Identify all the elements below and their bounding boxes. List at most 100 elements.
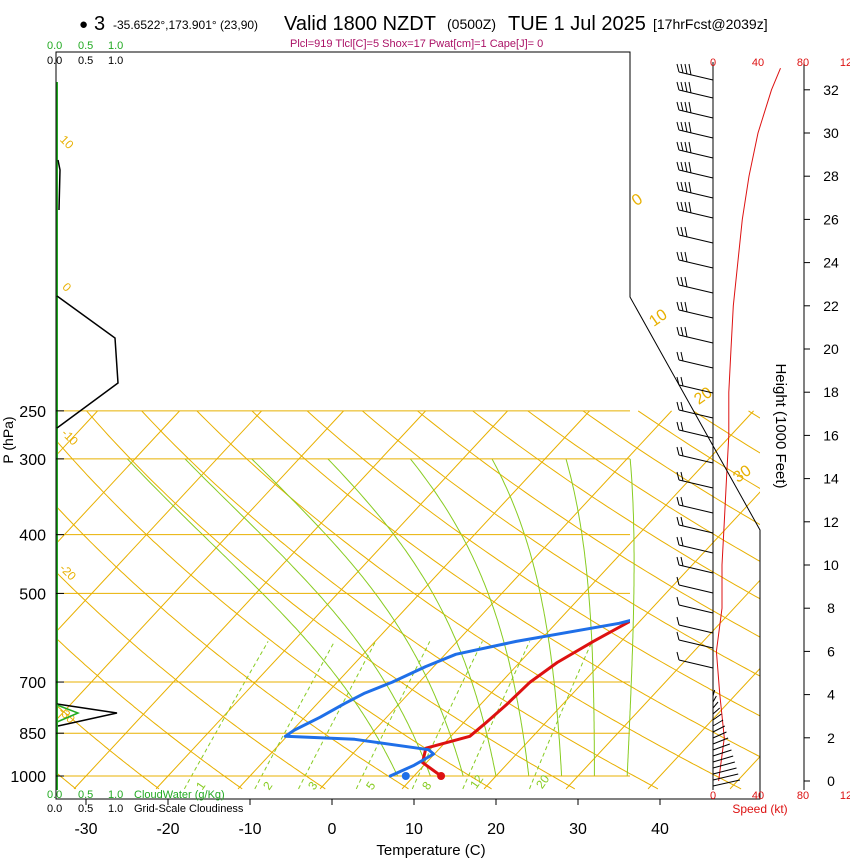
isotherm-label: -10 — [59, 426, 81, 448]
wind-barb-staff — [678, 169, 714, 179]
height-tick-label: 30 — [823, 125, 839, 141]
cloud-scale-bottom-black-0: 0.0 — [47, 803, 62, 815]
height-tick-label: 16 — [823, 427, 839, 443]
wind-barb-feather — [684, 161, 688, 173]
wind-barb-feather — [688, 141, 692, 154]
mixing-ratio-label: 5 — [363, 779, 378, 793]
wind-barb-staff — [678, 624, 714, 634]
wind-barb-lowlevel — [712, 779, 740, 787]
wind-barb-feather — [680, 181, 684, 192]
wind-barb-staff — [678, 524, 714, 534]
mixing-ratio-label: 8 — [419, 779, 434, 793]
height-tick-label: 10 — [823, 557, 839, 573]
wind-barb-feather — [680, 301, 684, 312]
wind-barb-feather — [684, 226, 688, 238]
wind-barb-feather — [676, 536, 680, 546]
moist-adiabat — [327, 458, 497, 777]
dewpoint-line — [283, 618, 630, 778]
moist-adiabat — [565, 458, 595, 776]
temperature-tick-label: -30 — [74, 821, 97, 838]
wind-barb-feather — [676, 651, 680, 661]
speed-tick-top-0: 0 — [710, 57, 716, 69]
wind-barb-staff — [678, 309, 714, 319]
wind-barb-feather — [688, 121, 692, 134]
height-tick-label: 28 — [823, 168, 839, 184]
cloudiness-profile-low — [56, 703, 118, 727]
wind-barb-feather — [676, 516, 680, 526]
isotherm-label: 0 — [60, 280, 75, 295]
wind-barb-staff — [678, 71, 714, 81]
indices-line: Plcl=919 Tlcl[C]=5 Shox=17 Pwat[cm]=1 Ca… — [290, 38, 543, 50]
dry-adiabat — [196, 410, 742, 790]
wind-barb-feather — [676, 596, 680, 606]
mixing-ratio-label: 12 — [467, 772, 486, 791]
x-axis-title: Temperature (C) — [376, 842, 485, 859]
wind-barb-feather — [676, 251, 680, 261]
dry-adiabat — [56, 704, 160, 790]
isotherm-line — [483, 491, 760, 790]
dry-adiabat — [527, 410, 760, 562]
wind-barb-feather — [680, 326, 684, 337]
speed-tick-bottom-0: 0 — [710, 790, 716, 802]
wind-barb-feather — [676, 631, 680, 641]
height-tick-label: 22 — [823, 298, 839, 314]
wind-barb-lowlevel — [712, 743, 730, 751]
cloud-scale-top-black-1: 0.5 — [78, 55, 93, 67]
wind-barb-feather — [688, 101, 692, 114]
isotherm-line — [56, 410, 344, 721]
dry-adiabat — [362, 410, 760, 677]
wind-barb-feather — [680, 446, 684, 457]
dry-adiabat — [582, 410, 760, 526]
height-tick-label: 2 — [827, 730, 835, 746]
wind-barb-lowlevel — [712, 749, 732, 757]
wind-barb-feather — [676, 181, 680, 191]
wind-barb-staff — [678, 109, 714, 119]
mixing-ratio-line — [298, 641, 377, 790]
wind-barb-feather — [684, 63, 688, 75]
wind-barb-feather — [684, 121, 688, 133]
wind-barb-feather — [676, 161, 680, 171]
temperature-tick-label: 10 — [405, 821, 423, 838]
wind-barb-lowlevel — [712, 707, 721, 715]
wind-barb-staff — [678, 429, 714, 439]
wind-barb-lowlevel — [712, 725, 725, 733]
wind-barb-staff — [678, 359, 714, 369]
cloudiness-profile-upper — [57, 159, 61, 211]
isotherm-line — [401, 410, 754, 790]
height-tick-label: 26 — [823, 211, 839, 227]
pressure-tick-label: 250 — [19, 404, 46, 421]
mixing-ratio-line — [183, 641, 269, 790]
dry-adiabat — [141, 410, 659, 790]
wind-barb-staff — [678, 209, 714, 219]
wind-barb-staff — [678, 234, 714, 244]
isotherm-line — [237, 410, 590, 790]
wind-barb-feather — [680, 141, 684, 152]
wind-barb-lowlevel — [712, 767, 737, 775]
mixing-ratio-line — [529, 641, 593, 790]
pressure-tick-label: 700 — [19, 675, 46, 692]
wind-barb-feather — [676, 301, 680, 311]
temperature-tick-label: -10 — [238, 821, 261, 838]
isotherm-line — [73, 410, 426, 790]
surface-temperature-point — [437, 772, 446, 780]
wind-barb-feather — [680, 556, 684, 567]
pressure-tick-label: 1000 — [10, 769, 46, 786]
cloud-scale-top-black-0: 0.0 — [47, 55, 62, 67]
moist-adiabat — [126, 458, 399, 777]
temperature-tick-label: 0 — [328, 821, 337, 838]
cloudiness-label: Grid-Scale Cloudiness — [134, 803, 244, 815]
cloud-scale-top-black-2: 1.0 — [108, 55, 123, 67]
speed-tick-bottom-120: 12 — [840, 790, 850, 802]
wind-barb-staff — [678, 584, 714, 594]
wind-barb-feather — [676, 576, 680, 586]
wind-barb-staff — [678, 639, 714, 649]
wind-barb-feather — [688, 201, 692, 214]
station-location: -35.6522°,173.901° (23,90) — [113, 18, 258, 32]
height-tick-label: 14 — [823, 471, 839, 487]
height-tick-label: 8 — [827, 600, 835, 616]
pressure-tick-label: 400 — [19, 528, 46, 545]
wind-barb-staff — [678, 189, 714, 199]
